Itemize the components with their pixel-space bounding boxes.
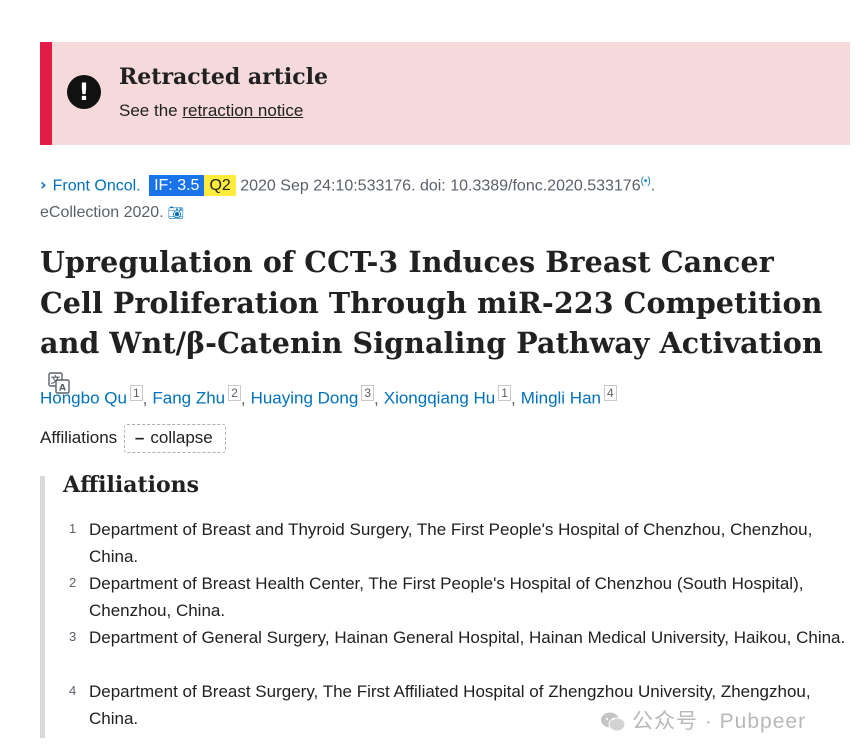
affiliations-heading: Affiliations (63, 472, 200, 498)
author-separator: , (510, 388, 516, 408)
author-affil-ref[interactable]: 3 (361, 385, 374, 401)
author-separator: , (374, 388, 379, 408)
author-link[interactable]: Mingli Han (520, 388, 601, 408)
affiliation-number: 3 (69, 629, 77, 644)
article-title-text: Upregulation of CCT-3 Induces Breast Can… (40, 245, 823, 360)
doi-signal-icon[interactable]: (•) (640, 176, 651, 187)
citation-details: 2020 Sep 24:10:533176. doi: 10.3389/fonc… (240, 177, 641, 195)
exclamation-icon: ! (67, 75, 101, 109)
translate-icon[interactable]: 文 A (48, 372, 70, 394)
author-separator: , (240, 388, 246, 408)
author-link[interactable]: Hongbo Qu (40, 388, 127, 408)
affiliation-text: Department of Breast Surgery, The First … (89, 682, 811, 728)
affiliation-number: 4 (69, 683, 77, 698)
affiliations-panel: Affiliations 1 Department of Breast and … (40, 472, 855, 738)
watermark: 公众号 · Pubpeer (600, 705, 806, 735)
affiliations-label: Affiliations (40, 428, 118, 447)
wechat-logo-icon (601, 712, 626, 732)
author-affil-ref[interactable]: 1 (129, 385, 143, 401)
retraction-banner: ! Retracted article See the retraction n… (40, 42, 850, 145)
minus-icon: – (134, 428, 145, 447)
citation: › Front Oncol. IF: 3.5 Q2 2020 Sep 24:10:5… (40, 168, 840, 227)
author-separator: , (142, 388, 148, 408)
affiliation-number: 2 (69, 575, 77, 590)
watermark-text: 公众号 · Pubpeer (632, 710, 807, 733)
affiliation-number: 1 (69, 521, 77, 536)
affiliation-item: 2 Department of Breast Health Center, Th… (45, 570, 855, 624)
ecollection: eCollection 2020. (40, 204, 164, 222)
svg-text:文: 文 (50, 374, 61, 386)
chevron-right-icon[interactable]: › (40, 175, 47, 195)
collapse-button[interactable]: – collapse (123, 424, 226, 453)
author-affil-ref[interactable]: 1 (498, 385, 511, 401)
svg-text:A: A (59, 384, 66, 394)
camera-icon[interactable]: 📷︎ (167, 206, 185, 222)
citation-details-end: . (650, 177, 656, 195)
affiliation-item: 3 Department of General Surgery, Hainan … (45, 624, 855, 678)
retraction-notice-link[interactable]: retraction notice (182, 101, 304, 120)
affiliation-text: Department of Breast Health Center, The … (89, 574, 804, 620)
author-link[interactable]: Xiongqiang Hu (383, 388, 496, 408)
retraction-prefix: See the (119, 101, 183, 120)
impact-factor-badge: IF: 3.5 (149, 175, 205, 197)
affiliations-list: 1 Department of Breast and Thyroid Surge… (45, 516, 855, 732)
affiliation-item: 4 Department of Breast Surgery, The Firs… (45, 678, 855, 732)
quartile-badge: Q2 (204, 175, 236, 197)
article-title: Upregulation of CCT-3 Induces Breast Can… (40, 242, 840, 404)
author-affil-ref[interactable]: 2 (228, 385, 241, 401)
affiliation-item: 1 Department of Breast and Thyroid Surge… (45, 516, 855, 570)
retraction-note: See the retraction notice (119, 101, 303, 121)
author-link[interactable]: Huaying Dong (250, 388, 359, 408)
retraction-title: Retracted article (119, 64, 328, 90)
author-affil-ref[interactable]: 4 (604, 385, 617, 401)
affiliation-text: Department of Breast and Thyroid Surgery… (89, 520, 813, 566)
author-list: Hongbo Qu 1, Fang Zhu 2, Huaying Dong 3, Xiong… (40, 385, 617, 409)
affiliation-text: Department of General Surgery, Hainan Ge… (89, 628, 846, 647)
journal-link[interactable]: Front Oncol. (52, 177, 141, 195)
affiliations-toggle-row: Affiliations – collapse (40, 424, 226, 453)
collapse-label: collapse (150, 428, 213, 447)
author-link[interactable]: Fang Zhu (152, 388, 226, 408)
